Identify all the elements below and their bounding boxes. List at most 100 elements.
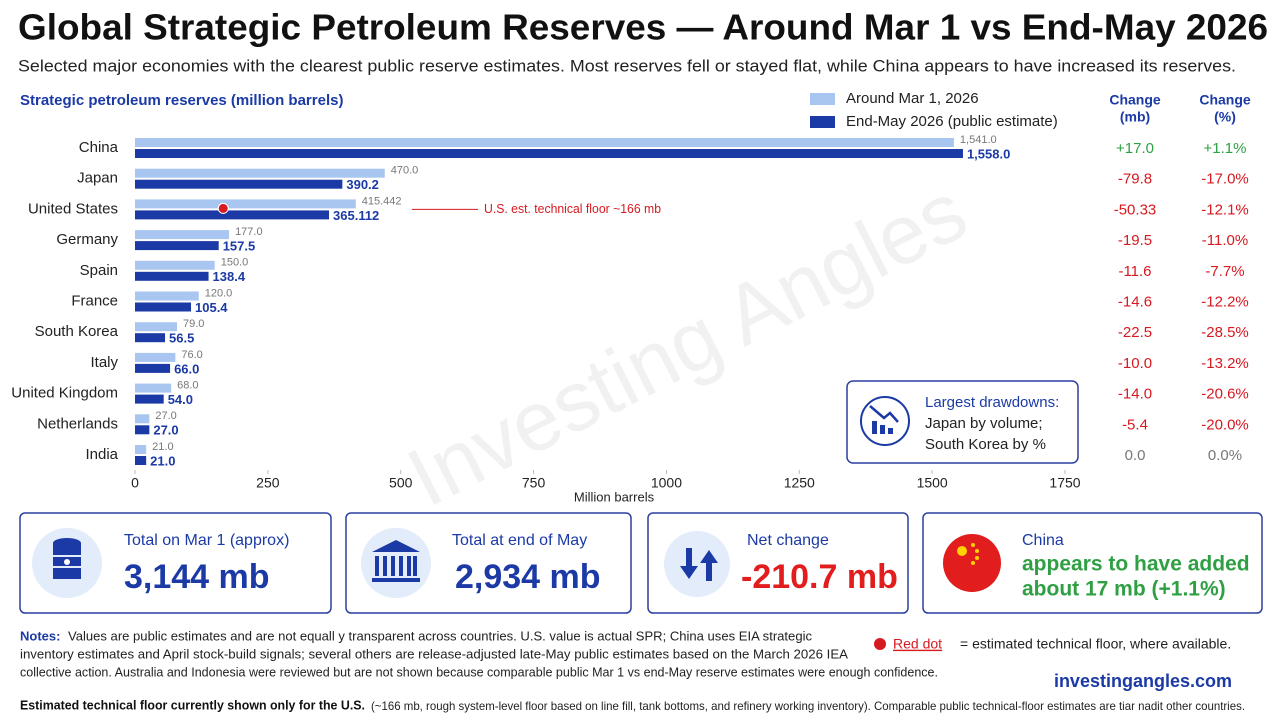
y-tick-label: France	[71, 292, 118, 309]
x-tick-label: 1750	[1049, 475, 1080, 491]
card-icon	[361, 528, 431, 598]
arrows-icon	[680, 548, 718, 581]
x-tick-label: 1000	[651, 475, 682, 491]
card-line: about 17 mb (+1.1%)	[1022, 578, 1226, 601]
bar	[135, 333, 166, 343]
x-tick-label: 0	[131, 475, 139, 491]
y-tick-label: United States	[28, 200, 118, 217]
change-cell: 0.0	[1125, 447, 1146, 464]
x-tick-label: 250	[256, 475, 280, 491]
callout-icon	[860, 396, 910, 446]
card-line: appears to have added	[1022, 553, 1250, 576]
change-cell: -10.0	[1118, 355, 1152, 372]
bar	[135, 241, 219, 251]
value-label: 105.4	[195, 300, 228, 315]
bar	[135, 210, 330, 220]
legend-key: Red dot	[893, 636, 942, 652]
y-tick-label: China	[79, 139, 119, 156]
bar	[135, 271, 209, 281]
card-value: -210.7 mb	[741, 558, 898, 596]
change-cell: -20.0%	[1201, 416, 1249, 433]
site: investingangles.com	[1054, 671, 1232, 691]
bar	[135, 168, 385, 178]
callout-line: South Korea by %	[925, 436, 1046, 453]
y-tick-label: Spain	[80, 262, 118, 279]
legend-label: Around Mar 1, 2026	[846, 90, 979, 107]
y-tick-label: Netherlands	[37, 415, 118, 432]
value-label: 21.0	[152, 441, 173, 453]
x-tick-label: 1500	[917, 475, 948, 491]
page-subtitle: Selected major economies with the cleare…	[18, 56, 1236, 75]
callout-line: Japan by volume;	[925, 415, 1043, 432]
value-label: 120.0	[205, 287, 233, 299]
footer-bold: Estimated technical floor currently show…	[20, 697, 365, 712]
column-header: (mb)	[1120, 109, 1150, 125]
value-label: 150.0	[221, 257, 249, 269]
x-tick-label: 1250	[784, 475, 815, 491]
bar	[135, 394, 164, 404]
change-cell: -14.6	[1118, 293, 1152, 310]
value-label: 365.112	[333, 208, 379, 223]
y-tick-label: India	[85, 446, 118, 463]
legend-swatch	[810, 116, 835, 128]
bar	[135, 363, 171, 373]
value-label: 21.0	[150, 453, 175, 468]
card-icon	[664, 531, 730, 597]
change-cell: -19.5	[1118, 232, 1152, 249]
y-tick-label: Italy	[90, 354, 118, 371]
bar	[135, 445, 147, 454]
y-tick-label: Japan	[77, 170, 118, 187]
x-tick-label: 750	[522, 475, 546, 491]
change-cell: -11.6	[1118, 263, 1151, 280]
change-cell: -11.0%	[1202, 232, 1248, 249]
barrel-icon	[53, 538, 81, 579]
change-cell: 0.0%	[1208, 447, 1242, 464]
value-label: 27.0	[155, 410, 176, 422]
column-header: Change	[1109, 92, 1161, 108]
bar	[135, 179, 343, 189]
bar	[135, 383, 172, 393]
value-label: 390.2	[346, 177, 379, 192]
card-value: 3,144 mb	[124, 558, 270, 596]
value-label: 66.0	[174, 361, 199, 376]
bar	[135, 322, 177, 332]
card-label: Total at end of May	[452, 532, 587, 549]
bar	[135, 302, 192, 312]
column-header: (%)	[1214, 109, 1236, 125]
value-label: 79.0	[183, 318, 204, 330]
value-label: 27.0	[153, 423, 178, 438]
annotation-text: U.S. est. technical floor ~166 mb	[484, 201, 661, 216]
chart-title: Strategic petroleum reserves (million ba…	[20, 92, 343, 109]
value-label: 56.5	[169, 331, 194, 346]
value-label: 177.0	[235, 226, 263, 238]
value-label: 415.442	[362, 195, 402, 207]
bar	[135, 352, 176, 362]
card-label: China	[1022, 532, 1064, 549]
value-label: 76.0	[181, 349, 202, 361]
change-cell: -14.0	[1118, 386, 1152, 403]
card-label: Net change	[747, 532, 829, 549]
notes-line: collective action. Australia and Indones…	[20, 664, 938, 679]
bank-icon	[372, 540, 420, 582]
callout-box	[846, 380, 1079, 464]
change-cell: +1.1%	[1204, 140, 1247, 157]
change-cell: -5.4	[1122, 416, 1148, 433]
column-header: Change	[1199, 92, 1251, 108]
value-label: 1,541.0	[960, 134, 997, 146]
card-value: 2,934 mb	[455, 558, 601, 596]
change-cell: -17.0%	[1201, 171, 1249, 188]
value-label: 54.0	[168, 392, 193, 407]
callout-icon-bars	[869, 405, 899, 434]
footer-text: (~166 mb, rough system-level floor based…	[371, 699, 1245, 713]
y-tick-label: South Korea	[35, 323, 119, 340]
change-cell: +17.0	[1116, 140, 1154, 157]
x-axis-label: Million barrels	[574, 489, 655, 504]
change-cell: -50.33	[1114, 201, 1157, 218]
bar	[135, 260, 215, 270]
flag-stars	[957, 543, 979, 565]
notes-line: Values are public estimates and are not …	[68, 628, 813, 643]
change-cell: -7.7%	[1205, 263, 1244, 280]
bar	[135, 456, 147, 465]
card	[922, 512, 1263, 614]
